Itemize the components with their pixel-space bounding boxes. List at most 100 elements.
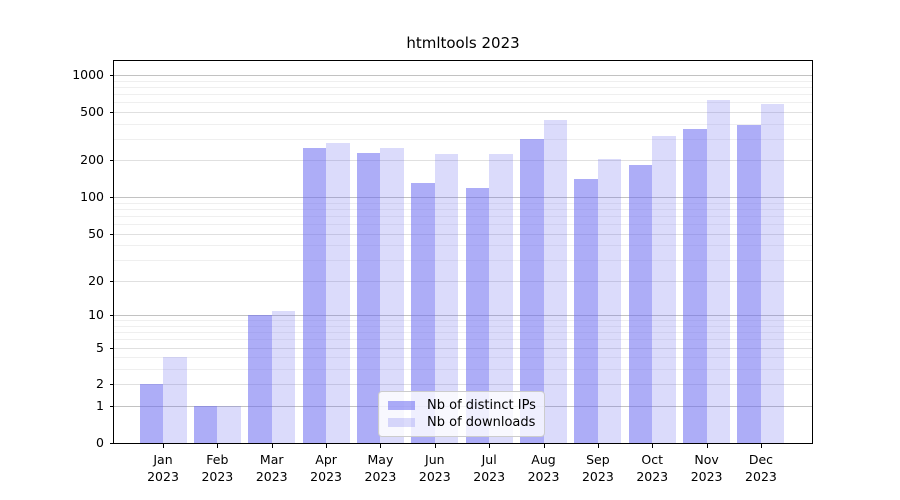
chart-title: htmltools 2023 bbox=[406, 34, 520, 52]
bar-sep-distinct-ips bbox=[574, 179, 598, 443]
bar-jan-downloads bbox=[163, 357, 187, 443]
x-tick-label: Sep 2023 bbox=[581, 452, 614, 484]
x-tick bbox=[326, 444, 328, 448]
bar-mar-distinct-ips bbox=[248, 315, 272, 443]
x-tick-label: Oct 2023 bbox=[636, 452, 669, 484]
x-tick bbox=[760, 444, 762, 448]
bar-jul-downloads bbox=[489, 154, 513, 443]
gridline-minor bbox=[114, 369, 812, 370]
y-tick-label: 500 bbox=[80, 103, 104, 119]
bar-sep-downloads bbox=[597, 159, 622, 443]
x-tick bbox=[434, 444, 436, 448]
gridline-minor bbox=[114, 102, 812, 103]
x-tick-label: Apr 2023 bbox=[310, 452, 342, 484]
x-tick-label: Mar 2023 bbox=[255, 452, 288, 484]
gridline-minor bbox=[114, 320, 812, 321]
gridline-minor bbox=[114, 260, 812, 261]
y-tick-label: 200 bbox=[80, 152, 104, 168]
x-tick bbox=[706, 444, 708, 448]
x-tick-label: Jan 2023 bbox=[147, 452, 179, 484]
x-tick bbox=[597, 444, 599, 448]
gridline-minor bbox=[114, 224, 812, 225]
x-tick-label: Jun 2023 bbox=[418, 452, 451, 484]
y-tick bbox=[110, 384, 114, 385]
x-tick bbox=[217, 444, 219, 448]
bar-jun-downloads bbox=[434, 154, 459, 443]
x-tick bbox=[489, 444, 491, 448]
bar-may-downloads bbox=[380, 147, 404, 443]
y-tick-label: 1000 bbox=[72, 66, 104, 82]
y-tick-label: 0 bbox=[96, 435, 104, 450]
y-tick-label: 50 bbox=[88, 225, 104, 241]
gridline-major bbox=[114, 197, 812, 198]
x-tick bbox=[543, 444, 545, 448]
y-tick-label: 2 bbox=[96, 376, 104, 392]
y-tick-label: 10 bbox=[88, 307, 104, 323]
y-tick bbox=[110, 281, 114, 282]
bar-jun-distinct-ips bbox=[411, 183, 435, 443]
bar-jan-distinct-ips bbox=[139, 384, 163, 443]
bar-may-distinct-ips bbox=[356, 153, 381, 443]
x-tick-label: May 2023 bbox=[364, 452, 397, 484]
y-tick-label: 20 bbox=[88, 272, 104, 288]
bar-jul-distinct-ips bbox=[465, 187, 490, 443]
x-tick bbox=[271, 444, 273, 448]
bar-oct-distinct-ips bbox=[628, 164, 653, 443]
plot-area bbox=[114, 61, 812, 443]
gridline-major bbox=[114, 315, 812, 316]
legend-label-downloads: Nb of downloads bbox=[427, 415, 536, 430]
gridline-labeled bbox=[114, 234, 812, 235]
y-tick bbox=[110, 160, 114, 161]
gridline-minor bbox=[114, 357, 812, 358]
gridline-labeled bbox=[114, 384, 812, 385]
x-tick-label: Nov 2023 bbox=[690, 452, 723, 484]
y-tick bbox=[110, 315, 114, 316]
x-tick-label: Aug 2023 bbox=[527, 452, 560, 484]
y-tick-label: 100 bbox=[80, 189, 104, 205]
gridline-minor bbox=[114, 216, 812, 217]
gridline-labeled bbox=[114, 160, 812, 161]
y-tick bbox=[110, 75, 114, 76]
legend-item-downloads: Nb of downloads bbox=[388, 414, 535, 431]
legend-item-distinct-ips: Nb of distinct IPs bbox=[388, 397, 536, 414]
bar-dec-downloads bbox=[760, 104, 785, 443]
bar-oct-downloads bbox=[652, 135, 676, 443]
bar-dec-distinct-ips bbox=[737, 125, 761, 443]
x-tick bbox=[380, 444, 382, 448]
x-tick-label: Dec 2023 bbox=[745, 452, 777, 484]
gridline-minor bbox=[114, 94, 812, 95]
bar-feb-distinct-ips bbox=[193, 406, 218, 443]
x-tick-label: Feb 2023 bbox=[201, 452, 234, 484]
legend: Nb of distinct IPs Nb of downloads bbox=[378, 391, 545, 437]
y-tick-label: 5 bbox=[96, 339, 104, 355]
gridline-labeled bbox=[114, 112, 812, 113]
legend-swatch-distinct-ips bbox=[388, 401, 415, 410]
gridline-labeled bbox=[114, 281, 812, 282]
plot-border bbox=[113, 60, 813, 444]
bar-nov-downloads bbox=[706, 99, 731, 443]
y-tick-label: 1 bbox=[96, 398, 104, 414]
x-tick-label: Jul 2023 bbox=[473, 452, 506, 484]
gridline-minor bbox=[114, 124, 812, 125]
gridline-minor bbox=[114, 339, 812, 340]
y-tick bbox=[110, 443, 114, 444]
x-tick bbox=[652, 444, 654, 448]
y-tick bbox=[110, 112, 114, 113]
gridline-minor bbox=[114, 245, 812, 246]
bar-aug-distinct-ips bbox=[520, 138, 544, 443]
bar-apr-downloads bbox=[326, 142, 350, 443]
y-tick bbox=[110, 234, 114, 235]
gridline-minor bbox=[114, 139, 812, 140]
gridline-minor bbox=[114, 332, 812, 333]
bar-feb-downloads bbox=[217, 406, 241, 443]
y-tick bbox=[110, 197, 114, 198]
gridline-minor bbox=[114, 87, 812, 88]
y-tick bbox=[110, 406, 114, 407]
gridline-minor bbox=[114, 209, 812, 210]
bar-nov-distinct-ips bbox=[683, 129, 707, 443]
gridline-minor bbox=[114, 326, 812, 327]
bar-mar-downloads bbox=[271, 310, 296, 443]
gridline-minor bbox=[114, 203, 812, 204]
gridline-labeled bbox=[114, 348, 812, 349]
